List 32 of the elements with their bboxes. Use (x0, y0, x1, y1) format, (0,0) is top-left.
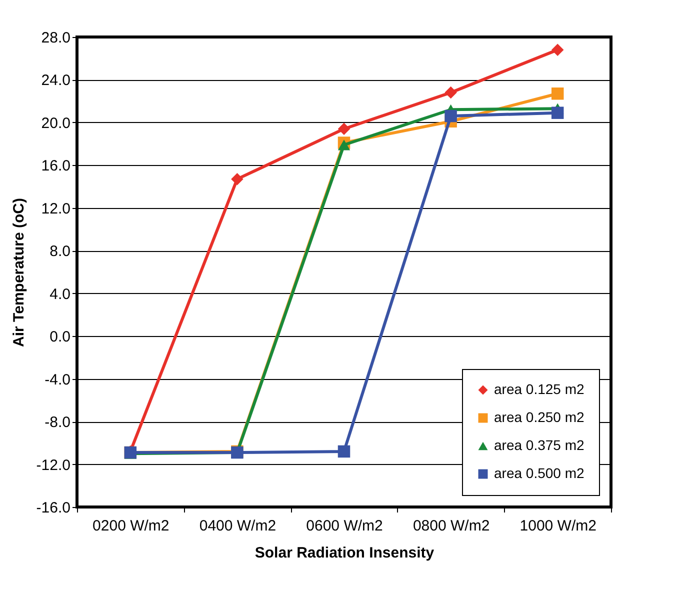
y-tick-label: 20.0 (41, 114, 70, 132)
x-axis-title: Solar Radiation Insensity (254, 544, 435, 562)
y-tick-label: 28.0 (41, 30, 70, 46)
point (444, 86, 457, 99)
point (551, 44, 564, 56)
x-tick-label: 0400 W/m2 (199, 518, 276, 534)
point (444, 110, 457, 122)
x-tick-label: 0600 W/m2 (306, 518, 383, 534)
y-tick-label: -16.0 (36, 500, 70, 516)
y-tick-label: 0.0 (50, 328, 70, 346)
point (338, 140, 350, 150)
y-tick-label: -12.0 (36, 456, 70, 474)
y-tick-label: 8.0 (50, 243, 70, 260)
legend-label: area 0.375 m2 (494, 437, 584, 453)
y-tick-label: -8.0 (44, 414, 70, 432)
point (231, 172, 244, 186)
legend-label: area 0.250 m2 (494, 409, 584, 425)
y-tick-label: 16.0 (41, 158, 70, 175)
point (551, 106, 564, 119)
x-tick-label: 0200 W/m2 (92, 518, 170, 534)
x-tick-label: 0800 W/m2 (412, 518, 490, 534)
point (338, 122, 350, 135)
legend-label: area 0.125 m2 (494, 381, 584, 397)
y-tick-label: 12.0 (41, 200, 70, 218)
point (338, 445, 350, 458)
y-tick-label: -4.0 (44, 371, 70, 388)
legend-label: area 0.500 m2 (494, 465, 584, 481)
y-axis-title: Air Temperature (oC) (10, 198, 28, 347)
y-tick-label: 4.0 (50, 286, 70, 303)
point (551, 87, 564, 100)
y-tick-label: 24.0 (41, 72, 70, 90)
x-tick-label: 1000 W/m2 (520, 518, 596, 534)
